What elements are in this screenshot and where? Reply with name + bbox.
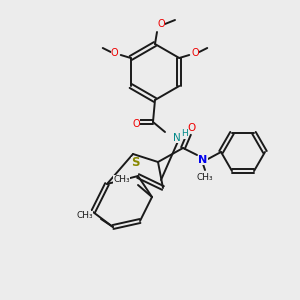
Text: O: O [111,48,118,58]
Text: O: O [191,48,199,58]
Text: O: O [132,119,140,129]
Text: O: O [188,123,196,133]
Text: CH₃: CH₃ [76,211,93,220]
Text: CH₃: CH₃ [113,175,130,184]
Text: S: S [131,157,139,169]
Text: N: N [198,155,208,165]
Text: CH₃: CH₃ [197,172,213,182]
Text: H: H [181,130,188,139]
Text: N: N [173,133,181,143]
Text: N: N [81,209,91,223]
Text: O: O [157,19,165,29]
